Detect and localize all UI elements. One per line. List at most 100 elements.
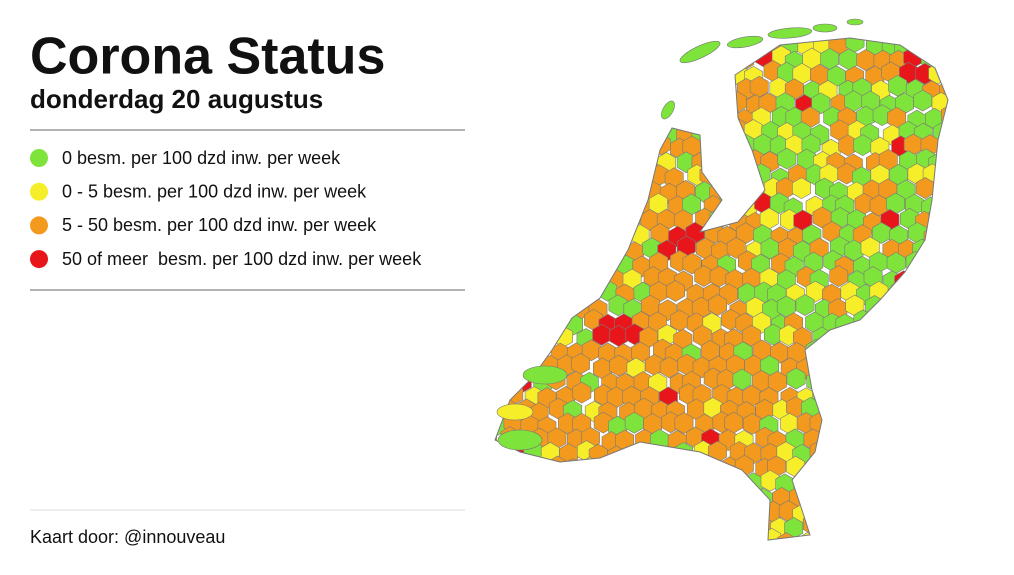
municipality (938, 516, 948, 539)
municipality (872, 104, 892, 127)
municipality (593, 92, 613, 114)
municipality (911, 415, 931, 437)
municipality (844, 354, 864, 376)
municipality (709, 147, 729, 170)
municipality (558, 499, 578, 522)
municipality (581, 339, 601, 362)
municipality (894, 326, 914, 349)
municipality (548, 166, 568, 189)
municipality (881, 357, 901, 379)
municipality (573, 38, 593, 58)
municipality (539, 120, 559, 143)
municipality (495, 224, 498, 246)
municipality (853, 457, 873, 480)
municipality (495, 343, 500, 366)
municipality (495, 265, 509, 287)
municipality (838, 367, 858, 389)
municipality (811, 92, 831, 115)
municipality (547, 483, 567, 506)
municipality (564, 165, 584, 188)
island (522, 365, 568, 385)
municipality (745, 500, 765, 523)
municipality (627, 445, 647, 467)
municipality (551, 107, 571, 130)
legend-label: 0 besm. per 100 dzd inw. per week (62, 148, 341, 168)
municipality (811, 533, 831, 540)
municipality (495, 108, 498, 131)
municipality (838, 484, 858, 507)
municipality (844, 387, 864, 409)
municipality (895, 416, 915, 439)
municipality (848, 327, 868, 350)
municipality (726, 501, 746, 524)
municipality (588, 152, 608, 175)
municipality (597, 77, 617, 99)
municipality (760, 469, 780, 492)
municipality (542, 295, 561, 318)
municipality (886, 485, 906, 508)
municipality (874, 427, 894, 450)
municipality (537, 327, 557, 350)
title: Corona Status (30, 28, 385, 86)
municipality (889, 457, 909, 480)
municipality (931, 299, 948, 322)
municipality (895, 501, 915, 524)
municipality (558, 472, 578, 495)
municipality (583, 192, 603, 215)
municipality (554, 149, 574, 172)
municipality (497, 370, 517, 393)
municipality (643, 121, 663, 144)
municipality (503, 91, 523, 114)
municipality (617, 49, 637, 72)
municipality (567, 251, 587, 273)
municipality (495, 426, 498, 449)
municipality (829, 498, 849, 521)
municipality (583, 136, 603, 159)
municipality (580, 456, 600, 479)
municipality (556, 240, 576, 263)
municipality (541, 38, 561, 55)
municipality (915, 323, 934, 346)
municipality (525, 63, 545, 85)
municipality (631, 517, 651, 540)
municipality (608, 118, 628, 141)
municipality (933, 327, 948, 349)
municipality (521, 270, 541, 293)
map (494, 18, 949, 541)
municipality (894, 354, 914, 376)
municipality (925, 38, 945, 41)
municipality (886, 514, 906, 537)
municipality (517, 282, 537, 305)
subtitle: donderdag 20 augustus (30, 84, 323, 114)
municipality (651, 38, 671, 43)
municipality (905, 485, 925, 508)
municipality (576, 469, 596, 492)
municipality (864, 413, 884, 435)
municipality (598, 517, 618, 540)
municipality (582, 279, 602, 302)
municipality (644, 444, 664, 467)
municipality (666, 280, 686, 302)
municipality (495, 298, 510, 321)
municipality (495, 486, 499, 509)
municipality (904, 309, 924, 332)
municipality (522, 119, 541, 142)
municipality (931, 411, 948, 434)
municipality (495, 358, 509, 381)
municipality (495, 457, 502, 480)
municipality (792, 177, 811, 200)
municipality (891, 397, 911, 419)
municipality (862, 352, 882, 375)
municipality (624, 123, 644, 145)
municipality (495, 121, 508, 144)
municipality (495, 75, 498, 98)
municipality (495, 45, 499, 68)
municipality (551, 77, 571, 100)
municipality (588, 209, 608, 232)
municipality (877, 325, 897, 348)
municipality (541, 502, 561, 524)
municipality (940, 370, 948, 393)
municipality (643, 469, 663, 492)
municipality (857, 431, 877, 453)
municipality (538, 64, 558, 87)
